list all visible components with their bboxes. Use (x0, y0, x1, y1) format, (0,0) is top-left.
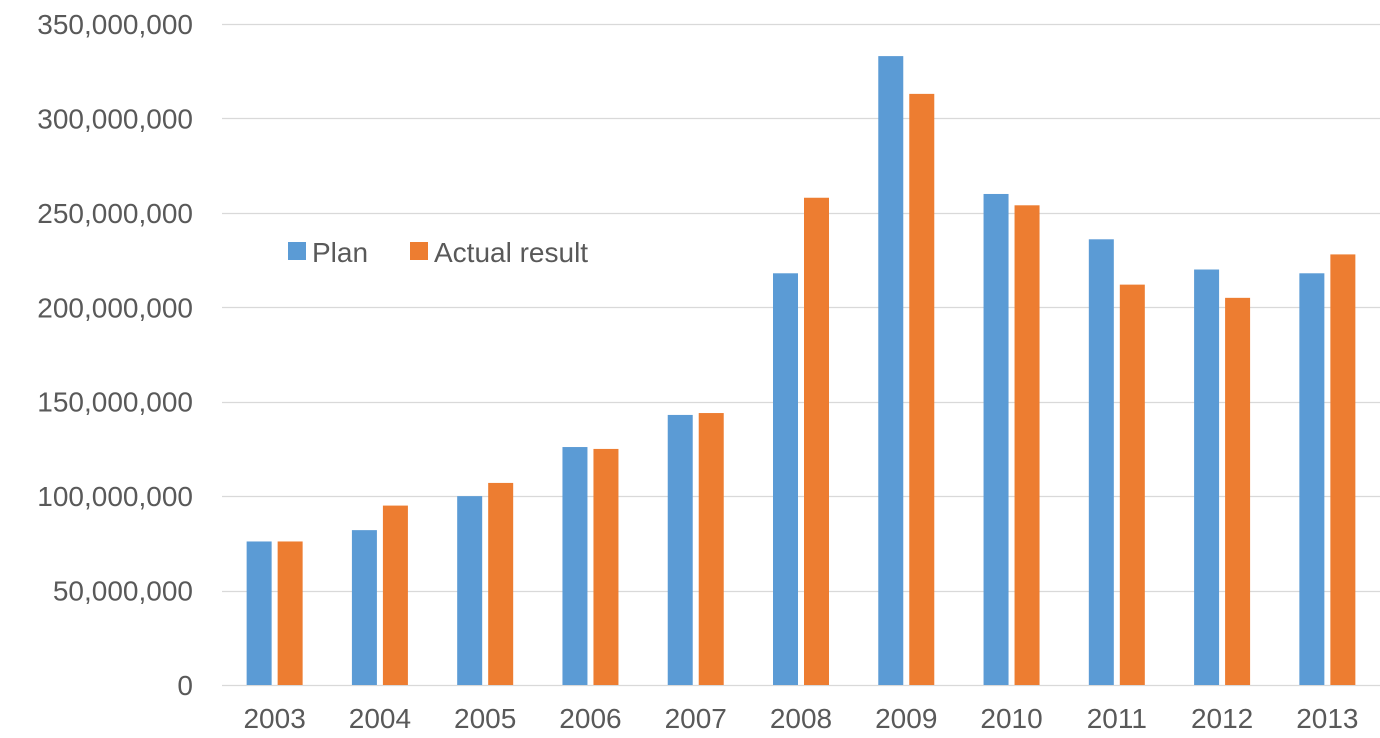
bar-plan (457, 496, 483, 685)
bar-plan (983, 193, 1009, 685)
bar-plan (351, 530, 377, 685)
legend-label-plan: Plan (312, 237, 368, 268)
x-tick-label: 2004 (349, 703, 411, 734)
x-tick-label: 2007 (665, 703, 727, 734)
bar-actual-result (1119, 284, 1145, 685)
legend-swatch-plan (288, 242, 306, 260)
bar-actual-result (1225, 297, 1251, 685)
y-tick-label: 100,000,000 (37, 481, 193, 512)
bar-plan (246, 541, 272, 685)
bar-actual-result (804, 197, 829, 685)
y-tick-label: 200,000,000 (37, 292, 193, 323)
x-axis-tick-labels: 2003 2004 2005 2006 2007 2008 2009 2010 2011 2012… (243, 703, 1358, 734)
x-tick-label: 2005 (454, 703, 516, 734)
bar-plan (1194, 269, 1220, 685)
bar-actual-result (909, 93, 935, 686)
y-tick-label: 0 (177, 670, 193, 701)
bar-actual-result (277, 541, 303, 685)
x-tick-label: 2010 (980, 703, 1042, 734)
gridlines (222, 23, 1380, 687)
bars (246, 56, 1356, 686)
legend-swatch-actual-result (410, 242, 428, 260)
bar-actual-result (382, 505, 408, 685)
bar-plan (1299, 273, 1325, 685)
x-tick-label: 2012 (1191, 703, 1253, 734)
x-tick-label: 2011 (1087, 703, 1147, 734)
bar-plan (667, 414, 693, 685)
bar-plan (562, 447, 588, 685)
x-tick-label: 2006 (559, 703, 621, 734)
x-tick-label: 2003 (243, 703, 305, 734)
legend: Plan Actual result (288, 237, 588, 268)
bar-actual-result (488, 482, 514, 685)
y-tick-label: 250,000,000 (37, 198, 193, 229)
bar-actual-result (1330, 254, 1356, 686)
y-tick-label: 350,000,000 (37, 9, 193, 40)
x-tick-label: 2013 (1296, 703, 1358, 734)
bar-plan (878, 56, 904, 685)
y-tick-label: 300,000,000 (37, 103, 193, 134)
y-axis-tick-labels: 0 50,000,000 100,000,000 150,000,000 200,000… (37, 9, 193, 701)
bar-actual-result (698, 413, 724, 685)
y-tick-label: 50,000,000 (53, 576, 193, 607)
y-tick-label: 150,000,000 (37, 387, 193, 418)
bar-actual-result (1014, 205, 1040, 685)
bar-plan (1088, 239, 1114, 685)
bar-plan (773, 273, 798, 685)
legend-label-actual-result: Actual result (434, 237, 588, 268)
bar-actual-result (593, 448, 619, 685)
x-tick-label: 2009 (875, 703, 937, 734)
x-tick-label: 2008 (770, 703, 832, 734)
